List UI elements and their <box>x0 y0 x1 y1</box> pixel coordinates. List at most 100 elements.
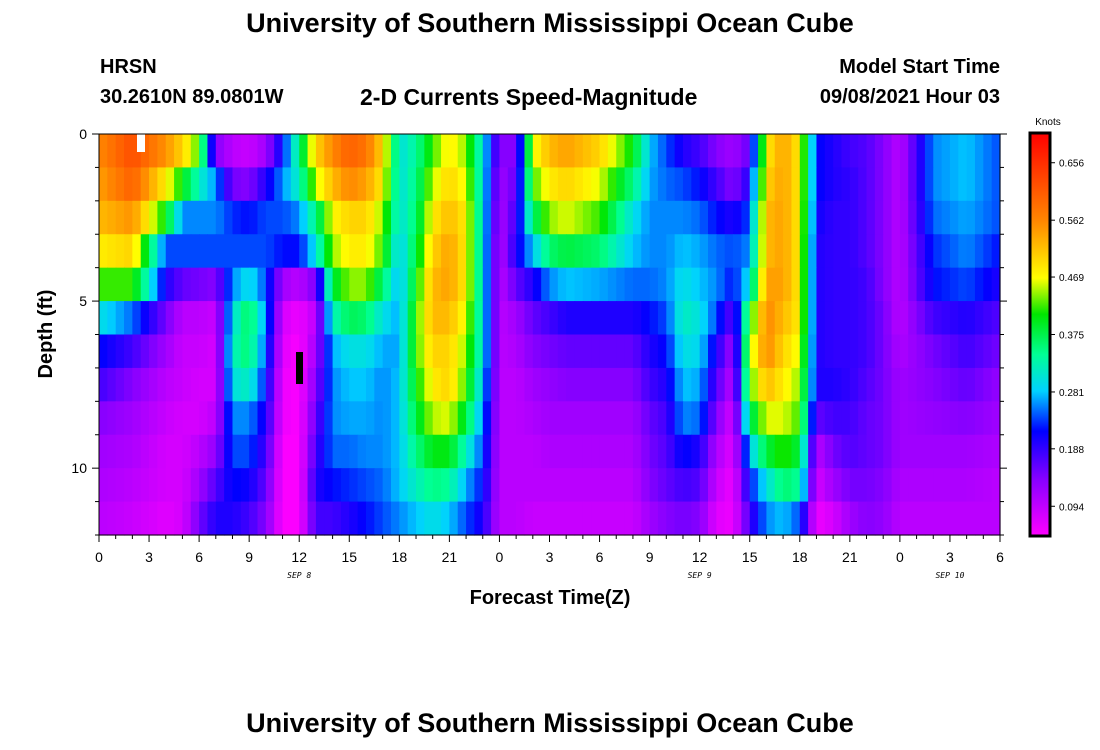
heatmap-cell <box>499 501 509 536</box>
heatmap-cell <box>282 234 292 269</box>
heatmap-cell <box>374 401 384 436</box>
heatmap-cell <box>733 367 742 402</box>
heatmap-cell <box>274 434 284 469</box>
heatmap-cell <box>107 334 117 369</box>
heatmap-cell <box>516 134 526 169</box>
heatmap-cell <box>516 234 526 269</box>
heatmap-cell <box>482 401 492 436</box>
heatmap-cell <box>866 334 876 369</box>
heatmap-cell <box>632 234 642 269</box>
heatmap-cell <box>457 167 467 202</box>
station-coords: 30.2610N 89.0801W <box>100 86 284 108</box>
heatmap-cell <box>632 301 642 336</box>
heatmap-cell <box>382 434 392 469</box>
heatmap-cell <box>390 267 400 302</box>
heatmap-cell <box>407 401 417 436</box>
heatmap-cell <box>190 234 200 269</box>
heatmap-cell <box>532 234 542 269</box>
heatmap-cell <box>357 334 367 369</box>
heatmap-cell <box>199 334 209 369</box>
heatmap-cell <box>899 301 909 336</box>
heatmap-cell <box>924 434 934 469</box>
heatmap-cell <box>474 468 484 503</box>
heatmap-cell <box>449 334 459 369</box>
heatmap-cell <box>107 134 117 169</box>
heatmap-cell <box>124 301 133 336</box>
heatmap-cell <box>916 134 926 169</box>
heatmap-cell <box>174 267 184 302</box>
heatmap-cell <box>858 200 868 235</box>
heatmap-cell <box>908 134 918 169</box>
heatmap-cell <box>149 234 158 269</box>
heatmap-cell <box>115 234 125 269</box>
x-tick-label: 3 <box>946 549 954 565</box>
heatmap-cell <box>883 501 893 536</box>
heatmap-cell <box>182 501 192 536</box>
heatmap-cell <box>182 167 192 202</box>
heatmap-cell <box>424 167 434 202</box>
heatmap-cell <box>824 267 834 302</box>
heatmap-cell <box>624 501 634 536</box>
heatmap-cell <box>691 501 701 536</box>
heatmap-cell <box>332 468 342 503</box>
heatmap-cell <box>457 434 467 469</box>
heatmap-cell <box>416 200 425 235</box>
heatmap-cell <box>315 367 325 402</box>
heatmap-cell <box>574 200 584 235</box>
heatmap-cell <box>382 234 392 269</box>
heatmap-cell <box>416 134 425 169</box>
heatmap-cell <box>774 267 784 302</box>
heatmap-cell <box>340 134 350 169</box>
heatmap-cell <box>899 200 909 235</box>
heatmap-cell <box>974 468 984 503</box>
heatmap-cell <box>566 401 576 436</box>
heatmap-cell <box>299 301 309 336</box>
heatmap-cell <box>816 134 826 169</box>
heatmap-cell <box>424 334 434 369</box>
heatmap-cell <box>816 200 826 235</box>
heatmap-cell <box>916 167 926 202</box>
heatmap-cell <box>808 401 818 436</box>
heatmap-cell <box>616 468 626 503</box>
x-tick-label: 21 <box>842 549 858 565</box>
heatmap-cell <box>824 200 834 235</box>
heatmap-cell <box>591 234 601 269</box>
heatmap-cell <box>174 200 184 235</box>
heatmap-cell <box>624 234 634 269</box>
heatmap-cell <box>566 334 576 369</box>
heatmap-cell <box>991 334 1001 369</box>
heatmap-cell <box>240 468 250 503</box>
heatmap-cell <box>632 401 642 436</box>
heatmap-cell <box>549 468 559 503</box>
heatmap-cell <box>666 468 676 503</box>
heatmap-cell <box>749 134 759 169</box>
heatmap-cell <box>324 501 334 536</box>
heatmap-cell <box>265 200 275 235</box>
heatmap-cell <box>357 468 367 503</box>
heatmap-cell <box>891 401 901 436</box>
heatmap-cell <box>949 334 959 369</box>
heatmap-cell <box>174 401 184 436</box>
heatmap-cell <box>240 501 250 536</box>
heatmap-cell <box>132 434 142 469</box>
heatmap-cell <box>174 234 184 269</box>
heatmap-cell <box>874 334 884 369</box>
heatmap-cell <box>808 167 818 202</box>
heatmap-cell <box>474 501 484 536</box>
heatmap-cell <box>724 434 734 469</box>
heatmap-cell <box>199 401 209 436</box>
heatmap-cell <box>908 301 918 336</box>
heatmap-cell <box>457 134 467 169</box>
heatmap-cell <box>524 501 534 536</box>
heatmap-cell <box>349 234 359 269</box>
heatmap-cell <box>441 367 450 402</box>
heatmap-cell <box>282 468 292 503</box>
heatmap-cell <box>315 434 325 469</box>
heatmap-cell <box>382 334 392 369</box>
heatmap-cell <box>390 234 400 269</box>
heatmap-cell <box>708 267 717 302</box>
heatmap-cell <box>374 167 384 202</box>
heatmap-cell <box>290 501 300 536</box>
heatmap-cell <box>841 334 851 369</box>
heatmap-cell <box>649 267 659 302</box>
